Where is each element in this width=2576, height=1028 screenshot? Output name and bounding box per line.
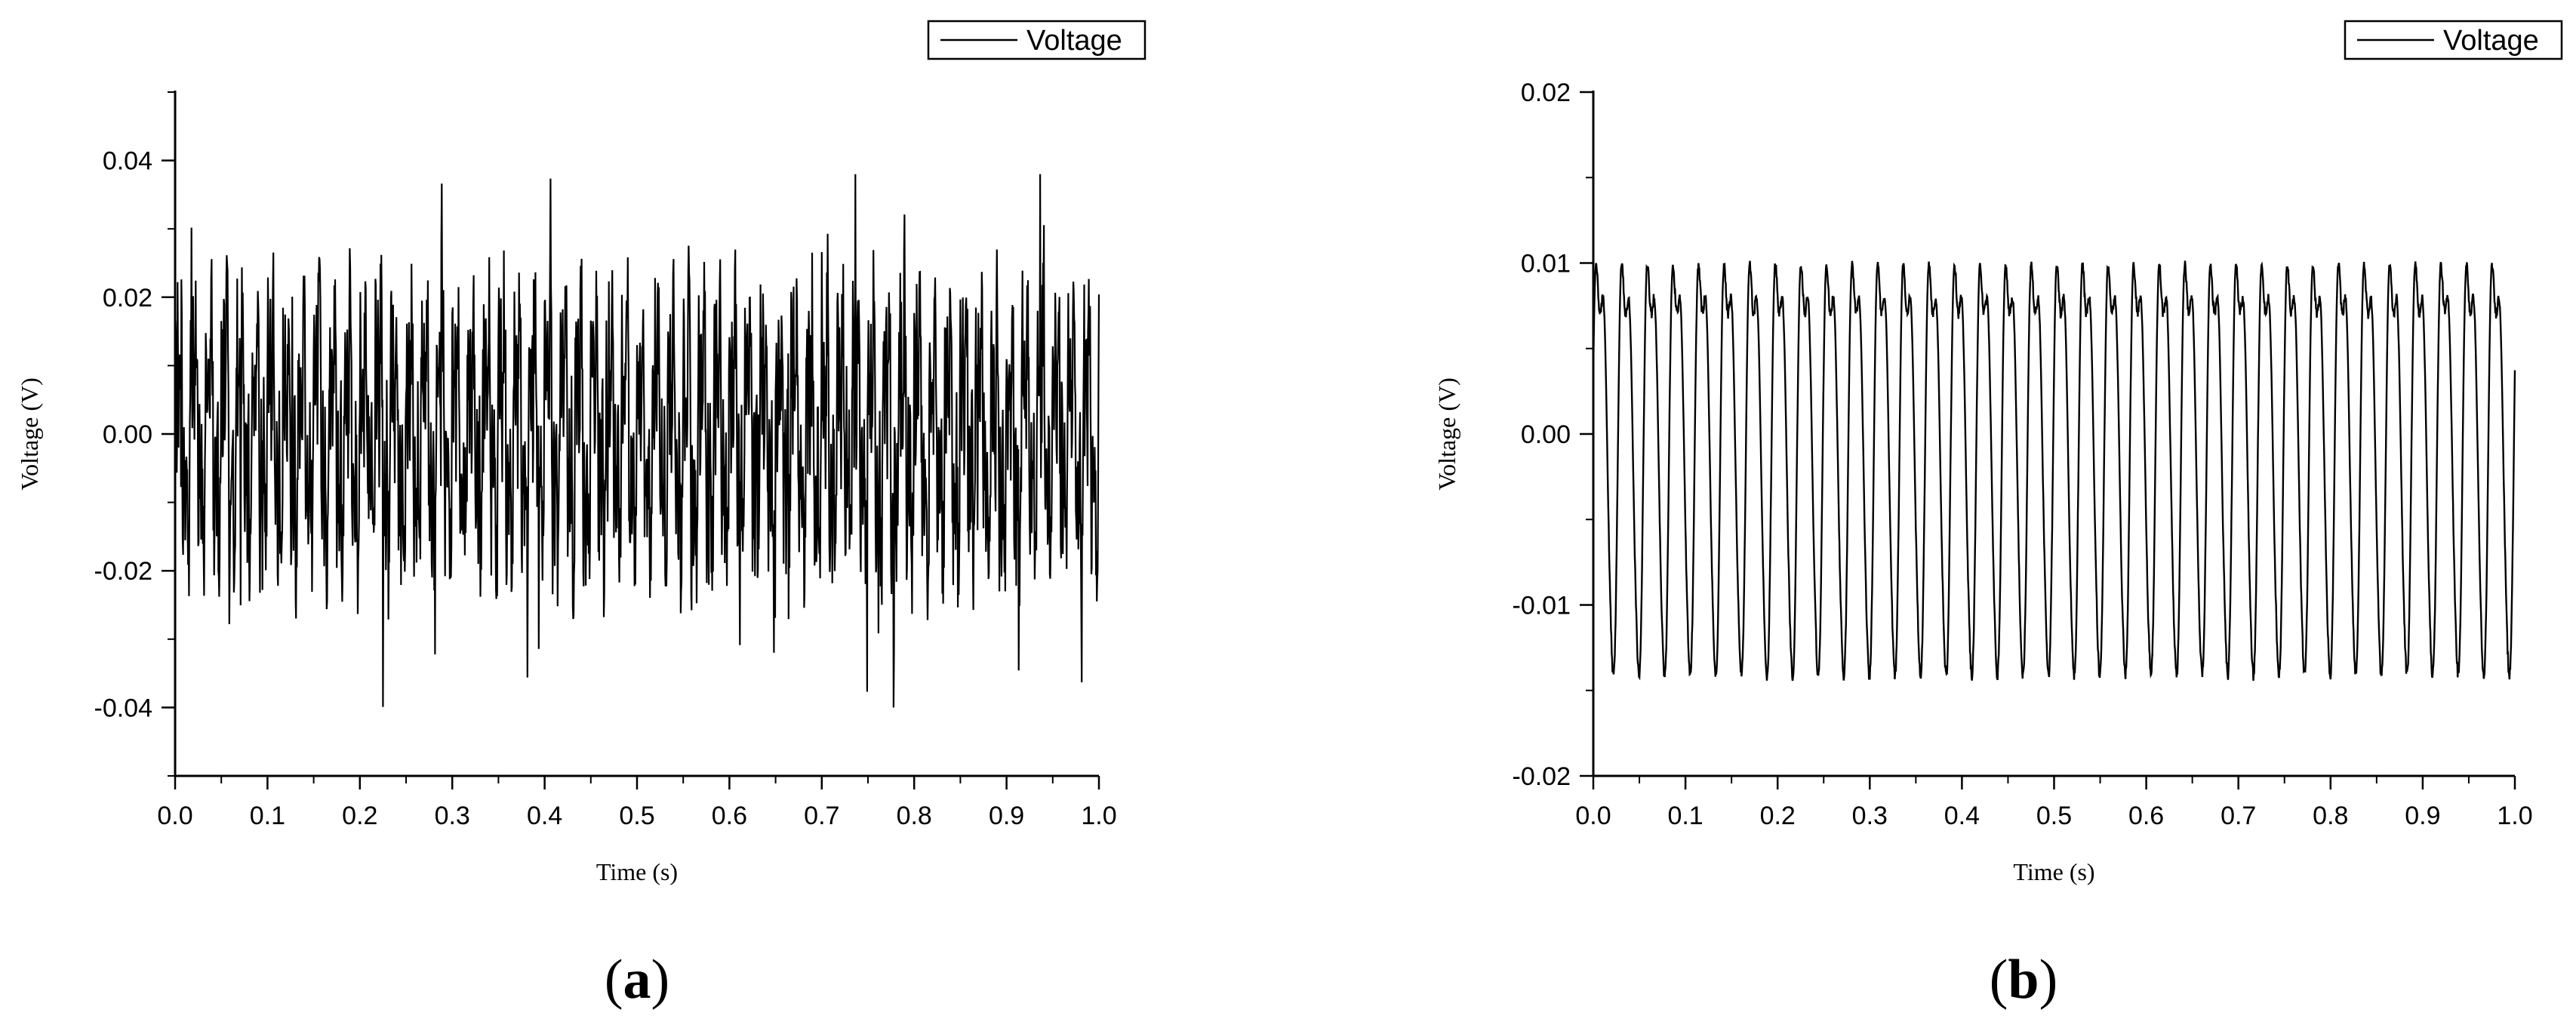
x-tick-label: 0.9 — [989, 802, 1024, 830]
x-tick-label: 0.4 — [527, 802, 562, 830]
y-tick-label: -0.01 — [1513, 592, 1571, 620]
x-tick-label: 0.1 — [1667, 802, 1703, 830]
x-tick-label: 0.7 — [804, 802, 839, 830]
caption-letter: a — [623, 949, 651, 1011]
x-tick-label: 0.0 — [157, 802, 192, 830]
x-tick-label: 0.5 — [619, 802, 654, 830]
x-tick-label: 0.5 — [2036, 802, 2072, 830]
x-tick-label: 0.9 — [2405, 802, 2440, 830]
x-tick-label: 0.8 — [2313, 802, 2348, 830]
caption-close-paren: ) — [651, 949, 670, 1011]
series-line-voltage — [1592, 260, 2516, 682]
x-tick-label: 0.1 — [250, 802, 285, 830]
x-axis-title: Time (s) — [596, 858, 678, 885]
x-tick-label: 1.0 — [2497, 802, 2532, 830]
x-tick-label: 0.4 — [1944, 802, 1980, 830]
x-tick-label: 0.3 — [1852, 802, 1888, 830]
x-tick-label: 0.2 — [342, 802, 377, 830]
caption-open-paren: ( — [1990, 949, 2008, 1011]
y-tick-label: 0.00 — [1521, 420, 1571, 449]
x-tick-label: 1.0 — [1081, 802, 1116, 830]
y-tick-label: 0.01 — [1521, 250, 1571, 279]
y-axis-title: Voltage (V) — [1433, 377, 1460, 491]
y-tick-label: 0.04 — [103, 147, 152, 176]
caption-letter: b — [2008, 949, 2039, 1011]
panel-caption: (a) — [605, 949, 669, 1011]
legend-label-voltage: Voltage — [2443, 25, 2539, 57]
chart-panel-a: 0.0 0.1 0.2 0.3 0.4 0.5 0.6 0.7 0.8 0.9 1.0 -0.04 -0… — [16, 20, 1146, 1011]
caption-close-paren: ) — [2039, 949, 2058, 1011]
series-line-voltage — [174, 174, 1100, 708]
x-tick-label: 0.3 — [435, 802, 470, 830]
legend-label-voltage: Voltage — [1026, 25, 1122, 57]
y-tick-label: 0.02 — [1521, 78, 1571, 107]
y-tick-label: -0.04 — [94, 694, 153, 722]
chart-b-svg: 0.0 0.1 0.2 0.3 0.4 0.5 0.6 0.7 0.8 0.9 1.0 -0.02 -0… — [1433, 20, 2563, 1011]
panel-caption: (b) — [1990, 949, 2057, 1011]
x-axis-title: Time (s) — [2013, 858, 2094, 885]
chart-panel-b: 0.0 0.1 0.2 0.3 0.4 0.5 0.6 0.7 0.8 0.9 1.0 -0.02 -0… — [1288, 0, 2575, 1028]
caption-open-paren: ( — [605, 949, 623, 1011]
x-tick-label: 0.8 — [897, 802, 932, 830]
y-tick-label: -0.02 — [1513, 762, 1571, 791]
x-tick-label: 0.2 — [1760, 802, 1796, 830]
y-axis-title: Voltage (V) — [16, 377, 43, 491]
x-tick-label: 0.6 — [2128, 802, 2164, 830]
x-tick-label: 0.0 — [1575, 802, 1611, 830]
x-tick-label: 0.6 — [712, 802, 747, 830]
y-tick-label: 0.00 — [103, 420, 152, 449]
y-tick-label: 0.02 — [103, 284, 152, 312]
x-tick-label: 0.7 — [2221, 802, 2256, 830]
chart-a-svg: 0.0 0.1 0.2 0.3 0.4 0.5 0.6 0.7 0.8 0.9 1.0 -0.04 -0… — [16, 20, 1146, 1011]
y-tick-label: -0.02 — [94, 557, 153, 586]
